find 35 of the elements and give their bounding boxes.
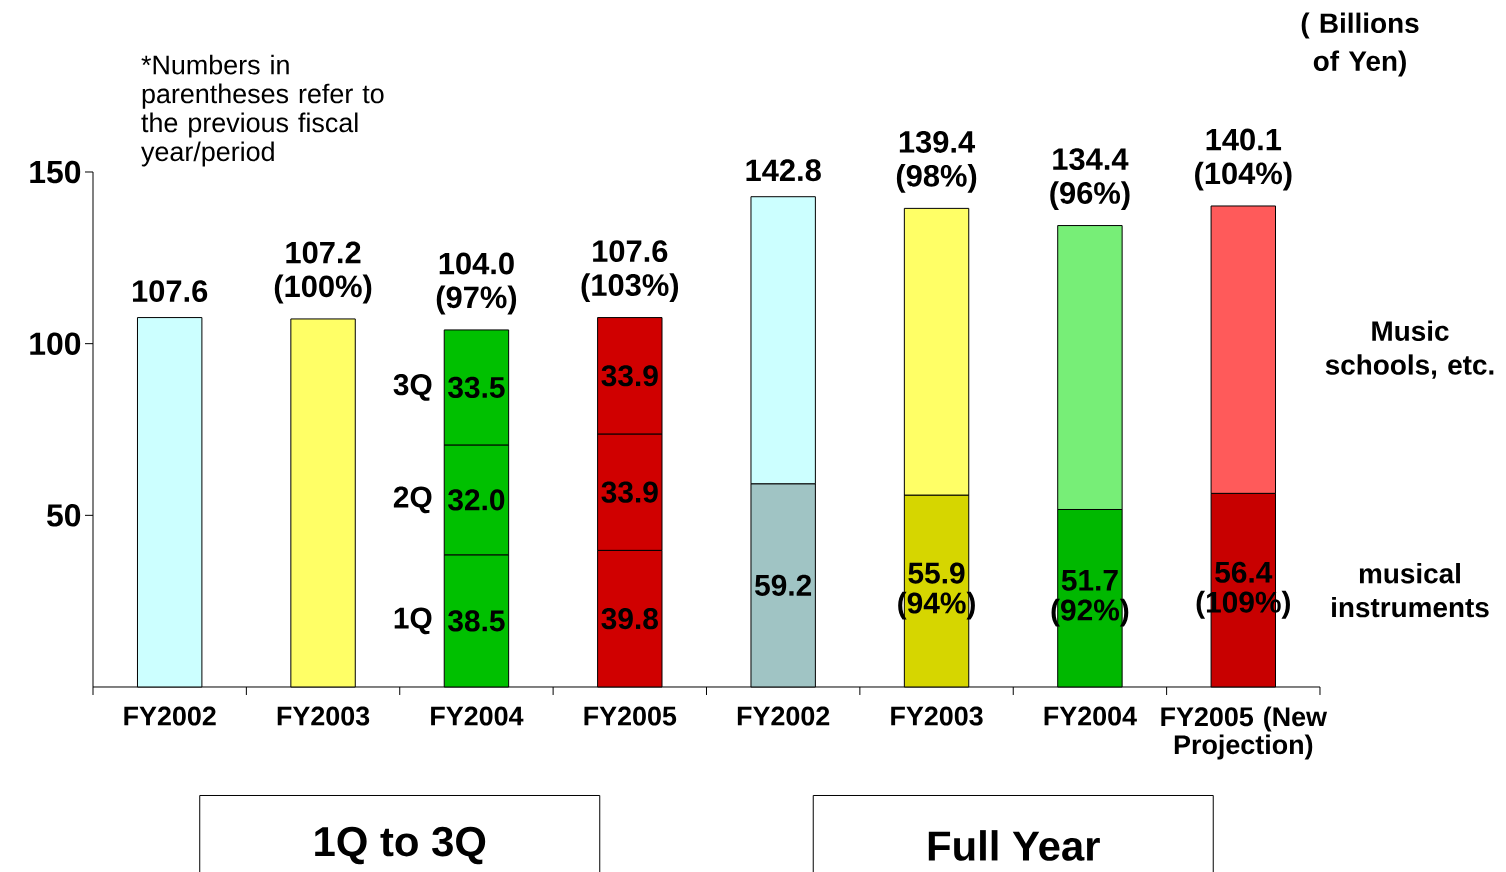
data-label: 32.0 [448,489,505,511]
data-label: 39.8 [601,608,658,630]
x-tick-label: FY2004 [431,706,524,726]
total-label: 134.4 (96%) [1050,148,1130,211]
y-axis-title: ( Billions of Yen) [1301,12,1419,77]
total-label: 107.6 [133,280,208,303]
y-tick-label: 50 [47,504,81,527]
total-label: 104.0 (97%) [436,252,517,315]
series-label: 1Q [394,607,432,635]
data-label: 33.9 [601,365,658,387]
total-label: 107.2 (100%) [274,241,372,304]
x-tick-label: FY2005 (New Projection) [1161,706,1328,760]
x-tick-label: FY2003 [891,706,983,726]
series-label: Music schools, etc. [1325,320,1494,379]
total-label: 107.6 (103%) [581,240,679,303]
series-label: 2Q [393,486,432,514]
total-label: 140.1 (104%) [1195,128,1292,191]
text: musical instruments [1332,563,1489,618]
data-label: 38.5 [448,610,505,632]
x-tick-label: FY2004 [1044,706,1137,726]
x-tick-label: FY2005 [584,706,677,726]
total-label: 139.4 (98%) [896,131,977,193]
y-tick-label: 150 [30,160,81,184]
total-label: 142.8 [746,159,821,182]
x-tick-label: FY2002 [124,706,216,726]
x-tick-label: FY2003 [277,706,370,726]
data-label: 59.2 [755,574,812,596]
x-tick-label: FY2002 [737,706,830,726]
text: Full Year [928,830,1100,861]
data-label: 33.5 [448,376,505,399]
y-tick-label: 100 [30,332,81,355]
text: *Numbers in parentheses refer to the previous fiscal year/period [141,54,384,167]
text: 1Q to 3Q [315,826,486,865]
data-label: 33.9 [601,481,658,503]
series-label: 3Q [393,374,432,401]
